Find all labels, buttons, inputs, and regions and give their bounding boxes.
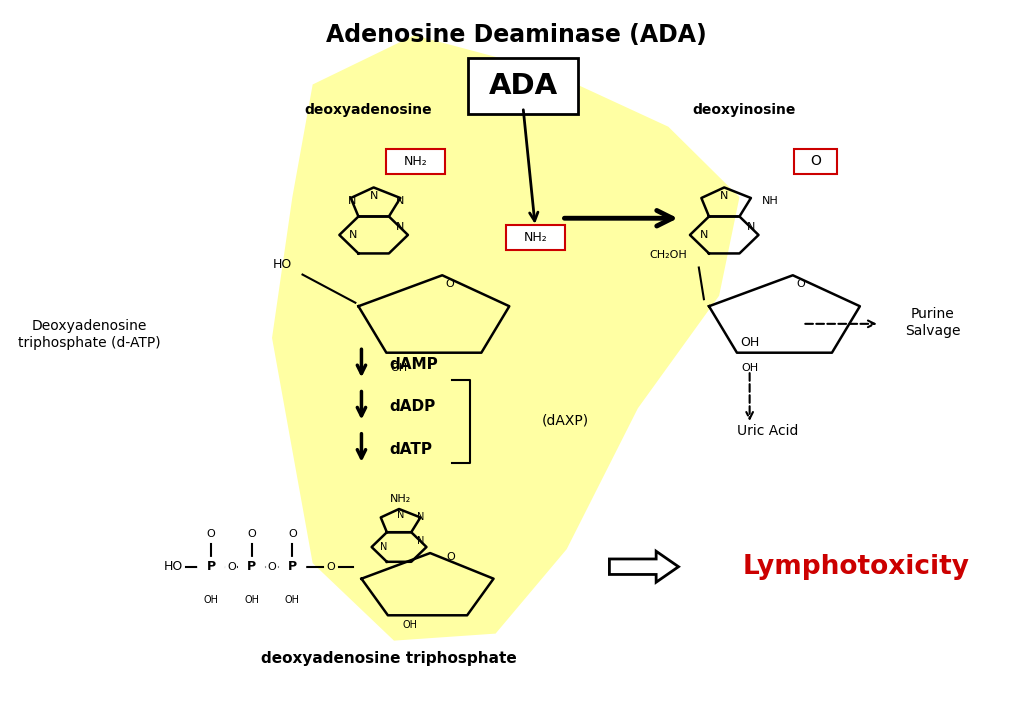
Text: O: O — [446, 553, 456, 562]
Text: deoxyinosine: deoxyinosine — [693, 103, 797, 117]
Text: deoxyadenosine triphosphate: deoxyadenosine triphosphate — [261, 651, 517, 666]
Text: CH₂OH: CH₂OH — [649, 251, 687, 260]
Text: ADA: ADA — [488, 72, 558, 100]
Text: deoxyadenosine: deoxyadenosine — [305, 103, 432, 117]
Text: OH: OH — [285, 595, 300, 605]
Text: HO: HO — [164, 560, 183, 573]
Text: Deoxyadenosine
triphosphate (d-ATP): Deoxyadenosine triphosphate (d-ATP) — [17, 320, 161, 349]
Text: OH: OH — [740, 337, 759, 349]
Text: dATP: dATP — [389, 441, 432, 457]
FancyBboxPatch shape — [468, 58, 578, 114]
Circle shape — [198, 558, 224, 576]
Text: O: O — [810, 154, 821, 168]
Text: N: N — [417, 513, 424, 522]
Text: OH: OH — [244, 595, 259, 605]
FancyBboxPatch shape — [795, 149, 837, 174]
Text: O: O — [227, 562, 236, 572]
Text: Adenosine Deaminase (ADA): Adenosine Deaminase (ADA) — [326, 23, 707, 46]
Text: O: O — [207, 529, 215, 539]
FancyBboxPatch shape — [506, 225, 564, 250]
Text: OH: OH — [741, 363, 758, 373]
Text: O: O — [445, 279, 455, 289]
Text: (dAXP): (dAXP) — [542, 414, 589, 428]
Text: N: N — [746, 222, 755, 232]
Text: N: N — [699, 230, 708, 240]
Text: N: N — [720, 191, 728, 201]
Text: dADP: dADP — [389, 399, 435, 415]
Text: N: N — [396, 510, 403, 520]
Text: N: N — [370, 191, 378, 201]
Text: O: O — [267, 562, 276, 572]
Text: P: P — [247, 560, 256, 573]
Text: O: O — [796, 279, 805, 289]
Text: N: N — [396, 222, 404, 232]
Text: N: N — [348, 196, 356, 206]
FancyBboxPatch shape — [386, 149, 444, 174]
Text: NH: NH — [762, 196, 778, 206]
Text: P: P — [288, 560, 297, 573]
Text: O: O — [248, 529, 256, 539]
Circle shape — [280, 558, 305, 576]
Text: OH: OH — [204, 595, 218, 605]
Text: NH₂: NH₂ — [403, 155, 427, 168]
Text: NH₂: NH₂ — [390, 494, 411, 504]
Text: dAMP: dAMP — [389, 357, 437, 372]
Circle shape — [239, 558, 265, 576]
Text: N: N — [349, 230, 357, 240]
Text: NH₂: NH₂ — [523, 231, 547, 244]
Text: O: O — [288, 529, 297, 539]
FancyArrow shape — [609, 551, 679, 582]
Text: N: N — [396, 196, 404, 206]
Text: Uric Acid: Uric Acid — [737, 424, 799, 438]
Text: Lymphotoxicity: Lymphotoxicity — [742, 554, 970, 579]
Text: HO: HO — [272, 258, 292, 270]
Text: Purine
Salvage: Purine Salvage — [905, 308, 961, 337]
Text: OH: OH — [390, 363, 408, 373]
Text: P: P — [207, 560, 216, 573]
Text: N: N — [417, 536, 424, 546]
Text: OH: OH — [402, 620, 418, 630]
Text: N: N — [380, 542, 387, 552]
Text: O: O — [327, 562, 335, 572]
Polygon shape — [272, 35, 739, 641]
